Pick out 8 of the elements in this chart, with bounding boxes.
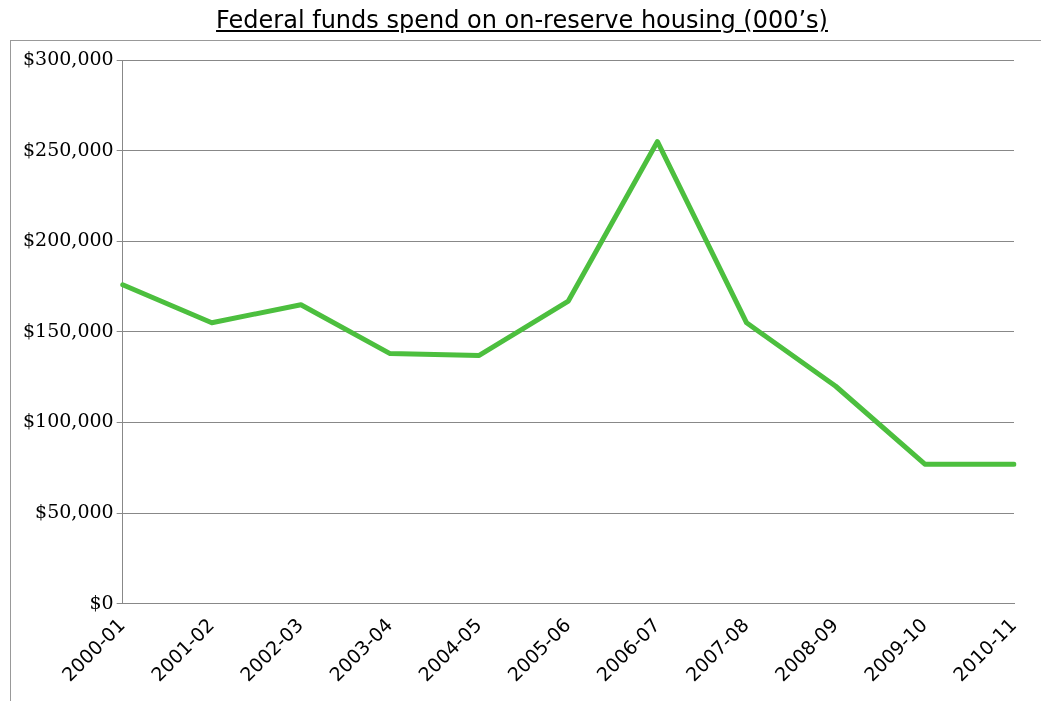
chart-title: Federal funds spend on on-reserve housing (000’s) [215, 6, 829, 34]
y-tick-label: $250,000 [22, 137, 114, 160]
y-tick-label: $200,000 [22, 228, 114, 251]
y-tick-label: $0 [89, 590, 114, 613]
y-tick-label: $300,000 [22, 46, 114, 69]
y-tick-label: $100,000 [22, 409, 114, 432]
y-tick-label: $50,000 [35, 500, 114, 523]
y-tick-label: $150,000 [22, 318, 114, 341]
